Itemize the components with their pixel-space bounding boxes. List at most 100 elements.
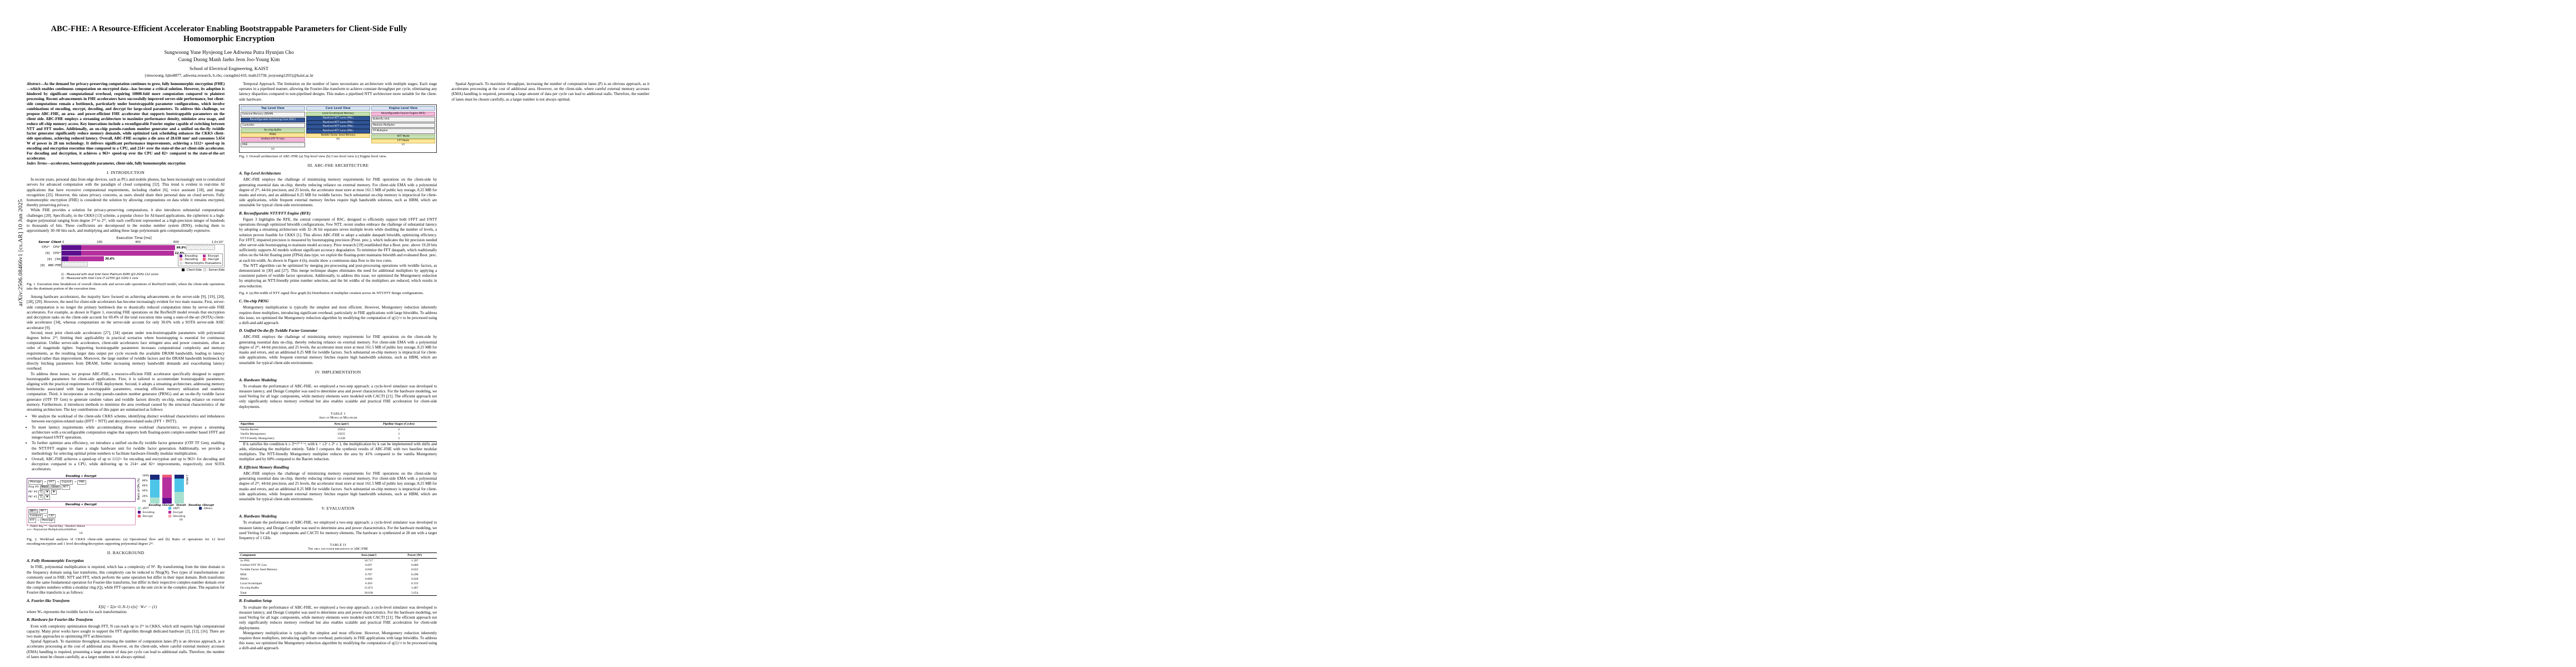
intro-p1: In recent years, personal data from edge… bbox=[27, 177, 225, 208]
figure-3: Top Level View External Memory (DRAM) Re… bbox=[239, 104, 437, 159]
legend-others: : Others bbox=[198, 507, 225, 511]
figure2-dec-row3: FFT → Message bbox=[28, 519, 134, 524]
table-2-wrap: TABLE II The area and power breakdown of… bbox=[239, 543, 437, 596]
table-row: Vanilla Montgomery 19255 3 bbox=[240, 432, 400, 436]
legend-encoding: : Encoding bbox=[180, 254, 200, 258]
block-controller: Controller bbox=[241, 122, 305, 128]
legend-ifft: : I/FFT bbox=[137, 507, 167, 511]
figure1-head-client: Client bbox=[51, 240, 61, 244]
figure4-caption: Fig. 4. (a) Bit-width of NTT signal flow… bbox=[239, 291, 424, 295]
table-row: 4x PNL 10.717 1.397 bbox=[240, 559, 418, 563]
op-add-icon: ✚ bbox=[44, 490, 50, 495]
block-dram: External Memory (DRAM) bbox=[241, 112, 305, 118]
f1-r0-client: CPU²⁾ bbox=[53, 245, 61, 249]
cell-mask: Mask bbox=[39, 485, 50, 490]
figure2-bars bbox=[150, 474, 185, 504]
figure3-tag-b: (b) bbox=[336, 137, 340, 141]
figure1-chart: Server Client CPU¹⁾ CPU²⁾ [9] CPU²⁾ [9] [34… bbox=[27, 241, 225, 281]
figure1-note-2: 2) : Measured with Intel Core i7-12700 @… bbox=[61, 277, 138, 281]
f1-r1-client: CPU²⁾ bbox=[53, 251, 61, 255]
legend-homomorphic: : Homomorphic Evaluations bbox=[180, 261, 221, 266]
abstract: Abstract—As the demand for privacy-prese… bbox=[27, 82, 225, 161]
subsection-nttfft: B. Reconfigurable NTT/FFT Engine (RFE) bbox=[239, 211, 311, 216]
op-mul-icon: ╳ bbox=[38, 490, 44, 495]
title-block: ABC-FHE: A Resource-Efficient Accelerato… bbox=[34, 10, 423, 78]
figure1-axis-ticks: 0 200 400 600 1.0×10⁷ bbox=[61, 241, 225, 245]
f1-tick-0: 0 bbox=[62, 240, 64, 244]
section-architecture: III. ABC-FHE ARCHITECTURE bbox=[307, 163, 369, 168]
table-header-row: Component Area (mm²) Power (W) bbox=[239, 552, 437, 559]
figure2-panel-b: Ratio of OPs (%) 100% 80% 60% 40% 20% 0% bbox=[137, 474, 225, 522]
cell-intt: INTT bbox=[38, 509, 48, 514]
block-fp-mul: FP Multiplier bbox=[371, 128, 436, 135]
author-row-1: Sungwoong Yune Hyojeong Lee Adiwena Putr… bbox=[164, 49, 294, 56]
figure2-ring-row: Ring #0 Mask Error NTT bbox=[28, 485, 134, 490]
seg-encoding bbox=[62, 245, 82, 251]
figure1-header-row: Server Client bbox=[27, 241, 61, 245]
block-onchip-buffer: On-chip Buffer bbox=[241, 128, 305, 133]
figure2-ylabel: Ratio of OPs (%) bbox=[137, 478, 141, 500]
table-row: PRNG 0.069 0.028 bbox=[240, 577, 418, 581]
subsection-prng: C. On-chip PRNG bbox=[239, 299, 269, 304]
abstract-label: Abstract— bbox=[27, 81, 44, 86]
table-header-row: Algorithm Area (μm²) Pipeline Stages (Cy… bbox=[239, 421, 437, 428]
cell-crt: CRT bbox=[47, 514, 56, 519]
eval-p4: Spatial Approach. To maximize throughput… bbox=[451, 81, 650, 102]
block-mse: MSE bbox=[241, 142, 305, 148]
block-rsc: Reconfigurable Streaming Core (RSC) bbox=[241, 118, 305, 122]
arxiv-stamp: arXiv:2506.08466v1 [cs.AR] 10 Jun 2025 bbox=[17, 199, 24, 306]
f1-tick-1: 200 bbox=[97, 240, 103, 244]
figure2-b-label: (b) bbox=[179, 519, 183, 522]
eval-p3: Montgomery multiplication is typically t… bbox=[239, 630, 437, 651]
figure2-bar-overall bbox=[162, 474, 172, 504]
figure3-tag-c: (c) bbox=[401, 143, 405, 146]
cell-message-out: Message bbox=[40, 519, 56, 524]
flow-expand: Expand bbox=[60, 480, 73, 485]
cell-error: Error bbox=[51, 485, 61, 490]
f1-tick-2: 400 bbox=[135, 240, 141, 244]
intro-p4: Second, most prior client-side accelerat… bbox=[27, 330, 225, 371]
figure1-bar-row bbox=[62, 262, 224, 267]
keywords: Index Terms—accelerator, bootstrappable … bbox=[27, 161, 225, 166]
figure1-label-row: CPU¹⁾ CPU²⁾ bbox=[27, 245, 61, 251]
section-background: II. BACKGROUND bbox=[107, 550, 145, 556]
table-row: Twiddle Factor Seed Memory 0.046 0.022 bbox=[240, 568, 418, 572]
figure1-side-legend: : Client-Side : Server-Side bbox=[61, 268, 225, 272]
table-2-number: TABLE II bbox=[330, 543, 346, 547]
f1-pct-0: 99.9% bbox=[176, 246, 186, 250]
block-ntt-mode: NTT Mode bbox=[371, 135, 436, 139]
f1-r2-client: [34] bbox=[54, 257, 61, 261]
figure1-note-1: 1) : Measured with dual Intel Xeon Plati… bbox=[61, 272, 159, 276]
abstract-text: As the demand for privacy-preserving com… bbox=[27, 81, 225, 161]
arch-p0: ABC-FHE employs the challenge of minimiz… bbox=[239, 177, 437, 208]
subsection-otf: D. Unified On-the-fly Twiddle Factor Gen… bbox=[239, 328, 317, 334]
seg-encrypt bbox=[68, 256, 104, 262]
figure2-dec-row1: SK** INTT bbox=[28, 509, 134, 514]
author-row-2: Cuong Duong Manh Jaeho Jeon Joo-Young Ki… bbox=[178, 57, 280, 63]
table-1-caption: TABLE I Area of Modular Multiplier bbox=[239, 412, 437, 421]
seg-encoding bbox=[62, 256, 68, 262]
list-item: To further optimize area efficiency, we … bbox=[32, 441, 225, 456]
section-implementation: IV. IMPLEMENTATION bbox=[315, 369, 361, 375]
figure1-row-labels: Server Client CPU¹⁾ CPU²⁾ [9] CPU²⁾ [9] [34… bbox=[27, 241, 61, 281]
f1-tick-3: 600 bbox=[173, 240, 179, 244]
legend-encrypt2: : Encrypt bbox=[168, 511, 197, 515]
arch-p2: The NTT algorithm can be optimized by me… bbox=[239, 263, 437, 288]
table-row: Unified OTF TF Gen 0.697 0.089 bbox=[240, 564, 418, 568]
keywords-label: Index Terms— bbox=[27, 161, 51, 166]
figure3-diagram: Top Level View External Memory (DRAM) Re… bbox=[239, 104, 437, 153]
figure1-caption: Fig. 1. Execution time breakdown of over… bbox=[27, 282, 225, 291]
op-add-icon: ✚ bbox=[44, 495, 50, 500]
intro-p5: To address these issues, we propose ABC-… bbox=[27, 371, 225, 412]
table-1: Algorithm Area (μm²) Pipeline Stages (Cy… bbox=[239, 421, 437, 442]
subsection-hw-fourier: B. Hardware for Fourier-like Transform bbox=[27, 618, 93, 623]
section-evaluation: V. EVALUATION bbox=[321, 506, 355, 511]
seg-encrypt bbox=[81, 245, 176, 251]
seg-server bbox=[62, 262, 88, 267]
table-1-number: TABLE I bbox=[330, 411, 346, 416]
cell-ntt: NTT bbox=[61, 485, 70, 490]
figure2-annot-right: 2.9MOPs bbox=[185, 474, 188, 485]
figure3-panel-top: Top Level View External Memory (DRAM) Re… bbox=[241, 106, 305, 151]
block-pnl-3: Pipelined NTT Lane (PNL) bbox=[306, 129, 370, 133]
seg-encoding bbox=[62, 251, 82, 256]
